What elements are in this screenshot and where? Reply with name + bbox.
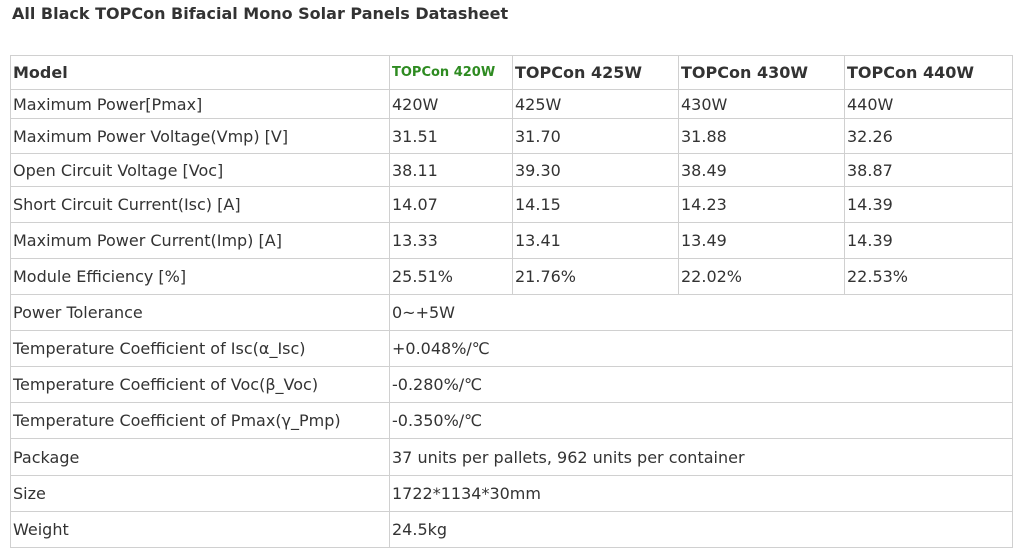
table-row: Module Efficiency [%] 25.51% 21.76% 22.0…	[10, 258, 1013, 295]
row-label: Weight	[10, 511, 390, 548]
cell-value: 22.02%	[678, 258, 845, 295]
cell-value: 31.70	[512, 118, 679, 154]
cell-value: 25.51%	[389, 258, 513, 295]
cell-value: 14.39	[844, 186, 1013, 223]
row-label: Temperature Coefficient of Isc(α_Isc)	[10, 330, 390, 367]
row-label: Short Circuit Current(Isc) [A]	[10, 186, 390, 223]
row-label: Power Tolerance	[10, 294, 390, 331]
cell-value: 13.41	[512, 222, 679, 259]
model-header-440w: TOPCon 440W	[844, 55, 1013, 90]
row-label: Temperature Coefficient of Pmax(γ_Pmp)	[10, 402, 390, 439]
row-label: Open Circuit Voltage [Voc]	[10, 153, 390, 187]
cell-value: 13.33	[389, 222, 513, 259]
row-label: Module Efficiency [%]	[10, 258, 390, 295]
cell-value: 32.26	[844, 118, 1013, 154]
cell-value: -0.350%/℃	[389, 402, 1013, 439]
cell-value: 24.5kg	[389, 511, 1013, 548]
row-label: Temperature Coefficient of Voc(β_Voc)	[10, 366, 390, 403]
cell-value: -0.280%/℃	[389, 366, 1013, 403]
model-header-label: Model	[10, 55, 390, 90]
model-header-430w: TOPCon 430W	[678, 55, 845, 90]
cell-value: 21.76%	[512, 258, 679, 295]
cell-value: 31.88	[678, 118, 845, 154]
row-label: Maximum Power[Pmax]	[10, 89, 390, 119]
model-header-420w: TOPCon 420W	[389, 55, 513, 90]
cell-value: 38.87	[844, 153, 1013, 187]
cell-value: 440W	[844, 89, 1013, 119]
cell-value: 14.07	[389, 186, 513, 223]
model-header-425w: TOPCon 425W	[512, 55, 679, 90]
row-label: Package	[10, 438, 390, 476]
cell-value: 14.23	[678, 186, 845, 223]
table-header-row: Model TOPCon 420W TOPCon 425W TOPCon 430…	[10, 55, 1013, 90]
table-row: Short Circuit Current(Isc) [A] 14.07 14.…	[10, 186, 1013, 223]
row-label: Maximum Power Voltage(Vmp) [V]	[10, 118, 390, 154]
table-row: Maximum Power[Pmax] 420W 425W 430W 440W	[10, 89, 1013, 119]
cell-value: 13.49	[678, 222, 845, 259]
cell-value: 37 units per pallets, 962 units per cont…	[389, 438, 1013, 476]
cell-value: 39.30	[512, 153, 679, 187]
table-row: Power Tolerance 0~+5W	[10, 294, 1013, 331]
table-row: Size 1722*1134*30mm	[10, 475, 1013, 512]
table-row: Temperature Coefficient of Voc(β_Voc) -0…	[10, 366, 1013, 403]
cell-value: 38.11	[389, 153, 513, 187]
cell-value: 425W	[512, 89, 679, 119]
cell-value: +0.048%/℃	[389, 330, 1013, 367]
table-row: Package 37 units per pallets, 962 units …	[10, 438, 1013, 476]
cell-value: 22.53%	[844, 258, 1013, 295]
cell-value: 14.15	[512, 186, 679, 223]
table-row: Open Circuit Voltage [Voc] 38.11 39.30 3…	[10, 153, 1013, 187]
cell-value: 420W	[389, 89, 513, 119]
datasheet-table: Model TOPCon 420W TOPCon 425W TOPCon 430…	[10, 55, 1013, 548]
cell-value: 31.51	[389, 118, 513, 154]
row-label: Size	[10, 475, 390, 512]
row-label: Maximum Power Current(Imp) [A]	[10, 222, 390, 259]
table-row: Temperature Coefficient of Isc(α_Isc) +0…	[10, 330, 1013, 367]
cell-value: 38.49	[678, 153, 845, 187]
table-row: Maximum Power Current(Imp) [A] 13.33 13.…	[10, 222, 1013, 259]
cell-value: 0~+5W	[389, 294, 1013, 331]
table-row: Temperature Coefficient of Pmax(γ_Pmp) -…	[10, 402, 1013, 439]
cell-value: 430W	[678, 89, 845, 119]
cell-value: 14.39	[844, 222, 1013, 259]
table-row: Maximum Power Voltage(Vmp) [V] 31.51 31.…	[10, 118, 1013, 154]
table-row: Weight 24.5kg	[10, 511, 1013, 548]
cell-value: 1722*1134*30mm	[389, 475, 1013, 512]
page-title: All Black TOPCon Bifacial Mono Solar Pan…	[12, 4, 509, 23]
